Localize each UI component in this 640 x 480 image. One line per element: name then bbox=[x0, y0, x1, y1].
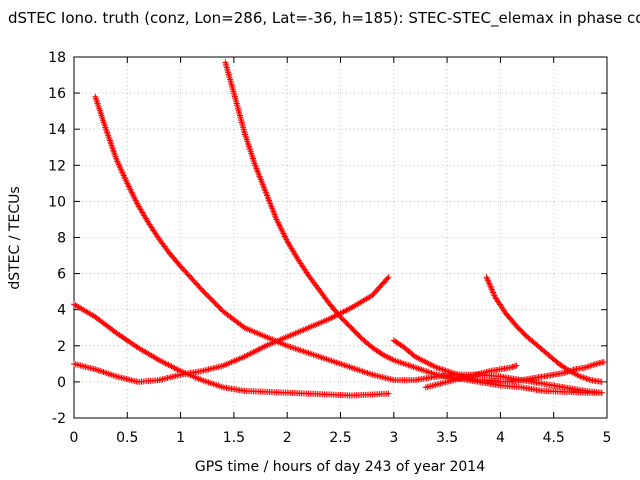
y-tick-label: 6 bbox=[57, 267, 66, 283]
y-tick-label: 18 bbox=[48, 50, 66, 66]
data-point bbox=[215, 303, 222, 310]
y-tick-label: 14 bbox=[48, 122, 66, 138]
y-tick-label: 8 bbox=[57, 231, 66, 247]
series-1 bbox=[71, 301, 392, 399]
data-point bbox=[591, 361, 598, 368]
data-point bbox=[438, 366, 445, 373]
data-point bbox=[384, 275, 391, 282]
data-point bbox=[213, 302, 220, 309]
series-2 bbox=[71, 274, 392, 385]
x-tick-label: 4 bbox=[496, 430, 505, 446]
x-tick-label: 1 bbox=[176, 430, 185, 446]
data-point bbox=[598, 389, 605, 396]
y-tick-label: 0 bbox=[57, 375, 66, 391]
data-point bbox=[561, 369, 568, 376]
data-point bbox=[513, 362, 520, 369]
data-point bbox=[210, 298, 217, 305]
x-tick-label: 2.5 bbox=[329, 430, 351, 446]
data-point bbox=[201, 289, 208, 296]
x-tick-label: 0 bbox=[70, 430, 79, 446]
data-point bbox=[598, 378, 605, 385]
data-point bbox=[206, 294, 213, 301]
data-point bbox=[385, 390, 392, 397]
data-point bbox=[202, 290, 209, 297]
x-tick-label: 3 bbox=[389, 430, 398, 446]
data-point bbox=[212, 300, 219, 307]
x-tick-label: 0.5 bbox=[116, 430, 138, 446]
x-axis-label: GPS time / hours of day 243 of year 2014 bbox=[195, 459, 485, 475]
x-tick-labels: 0 0.5 1 1.5 2 2.5 3 3.5 4 4.5 5 bbox=[70, 430, 612, 446]
data-marks bbox=[71, 59, 607, 399]
data-point bbox=[587, 362, 594, 369]
series-6 bbox=[422, 362, 520, 391]
data-point bbox=[207, 295, 214, 302]
y-tick-label: 16 bbox=[48, 86, 66, 102]
data-point bbox=[600, 359, 607, 366]
y-tick-label: 4 bbox=[57, 303, 66, 319]
data-point bbox=[583, 375, 590, 382]
y-axis-label: dSTEC / TECUs bbox=[7, 186, 23, 289]
data-point bbox=[588, 362, 595, 369]
x-tick-label: 1.5 bbox=[223, 430, 245, 446]
data-point bbox=[584, 363, 591, 370]
y-tick-labels: -2 0 2 4 6 8 10 12 14 16 18 bbox=[48, 50, 66, 427]
data-point bbox=[585, 363, 592, 370]
x-tick-label: 2 bbox=[283, 430, 292, 446]
series-4 bbox=[222, 59, 605, 396]
series-7 bbox=[483, 274, 605, 385]
data-point bbox=[442, 367, 449, 374]
data-point bbox=[211, 299, 218, 306]
data-point bbox=[586, 376, 593, 383]
y-tick-label: 2 bbox=[57, 339, 66, 355]
data-point bbox=[216, 304, 223, 311]
data-point bbox=[582, 364, 589, 371]
data-point bbox=[200, 288, 207, 295]
series-3 bbox=[92, 93, 605, 396]
data-point bbox=[205, 293, 212, 300]
data-point bbox=[581, 375, 588, 382]
x-tick-label: 3.5 bbox=[436, 430, 458, 446]
data-point bbox=[208, 297, 215, 304]
y-tick-label: -2 bbox=[52, 411, 66, 427]
data-point bbox=[385, 274, 392, 281]
chart-title: dSTEC Iono. truth (conz, Lon=286, Lat=-3… bbox=[8, 9, 640, 27]
x-tick-label: 4.5 bbox=[543, 430, 565, 446]
data-point bbox=[240, 323, 247, 330]
data-point bbox=[584, 376, 591, 383]
data-point bbox=[439, 366, 446, 373]
data-point bbox=[198, 286, 205, 293]
data-point bbox=[441, 367, 448, 374]
data-point bbox=[217, 305, 224, 312]
y-tick-label: 10 bbox=[48, 194, 66, 210]
x-tick-label: 5 bbox=[603, 430, 612, 446]
series-5 bbox=[390, 337, 607, 385]
data-point bbox=[203, 291, 210, 298]
data-point bbox=[590, 361, 597, 368]
y-tick-label: 12 bbox=[48, 158, 66, 174]
